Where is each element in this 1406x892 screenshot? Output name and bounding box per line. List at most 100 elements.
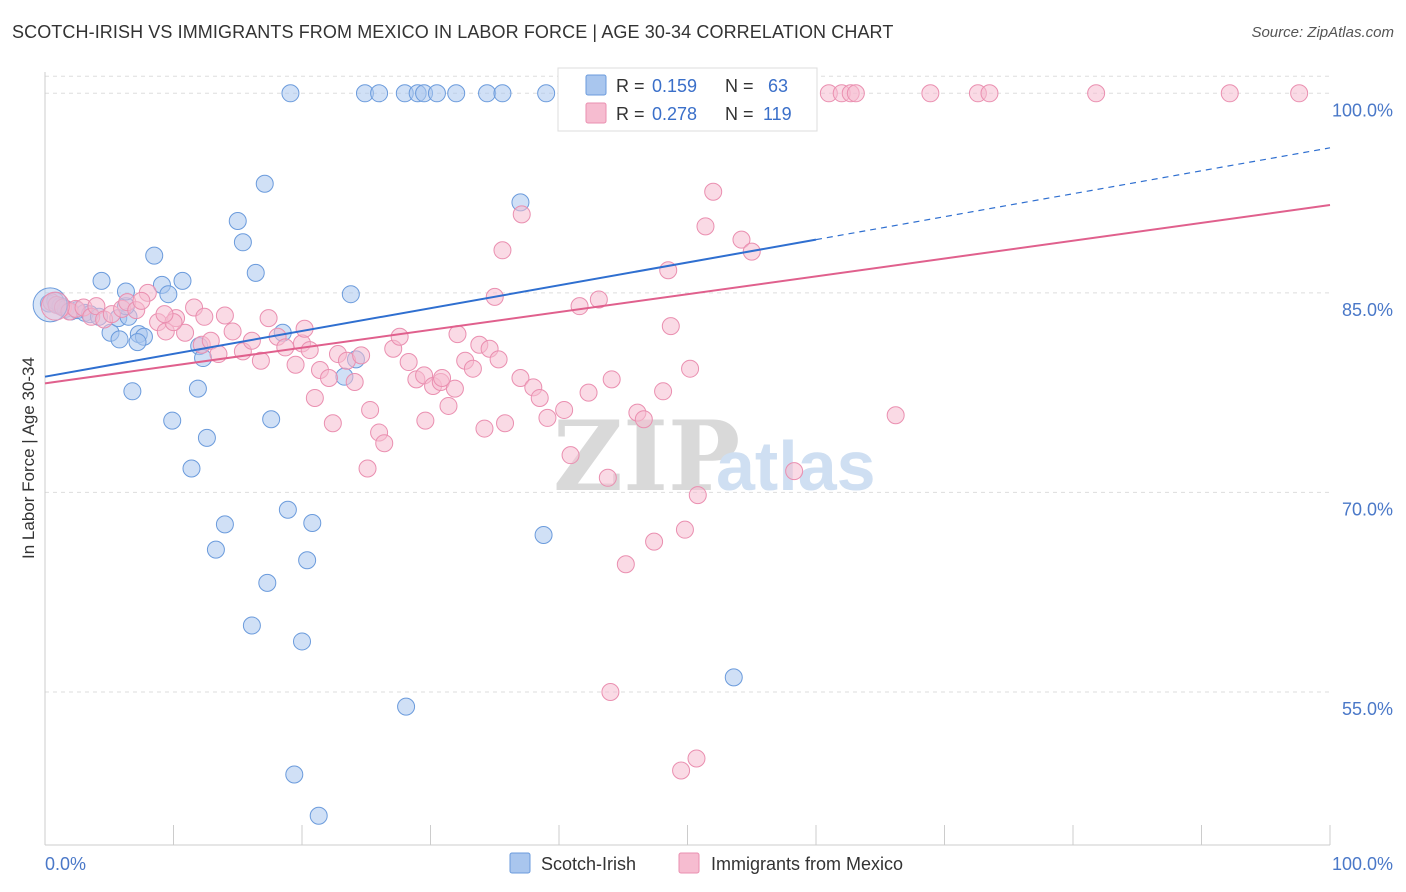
mexico-point (132, 291, 151, 310)
scotch-irish-point (233, 233, 252, 252)
mexico-point (704, 182, 723, 201)
scotch-irish-point (110, 330, 129, 349)
mexico-point (570, 297, 589, 316)
mexico-point (886, 406, 905, 425)
legend-n-label: N = (725, 104, 754, 124)
scotch-irish-point (163, 411, 182, 430)
scotch-irish-point (128, 333, 147, 352)
mexico-point (530, 388, 549, 407)
scotch-irish-point (258, 573, 277, 592)
mexico-point (598, 468, 617, 487)
mexico-point (358, 459, 377, 478)
mexico-point (696, 217, 715, 236)
scotch-irish-point (215, 515, 234, 534)
mexico-point (463, 359, 482, 378)
mexico-point (259, 309, 278, 328)
scotch-irish-point (278, 500, 297, 519)
scotch-irish-point (493, 84, 512, 103)
scotch-irish-point (246, 263, 265, 282)
y-tick-label: 100.0% (1332, 100, 1393, 120)
y-tick-label: 70.0% (1342, 499, 1393, 519)
mexico-point (319, 369, 338, 388)
mexico-point (300, 341, 319, 360)
legend-n-value: 63 (768, 76, 788, 96)
scotch-irish-point (182, 459, 201, 478)
scotch-irish-point (242, 616, 261, 635)
source-label: Source: ZipAtlas.com (1251, 24, 1394, 41)
scotch-irish-point (370, 84, 389, 103)
mexico-point (538, 408, 557, 427)
mexico-point (445, 379, 464, 398)
scotch-irish-point (537, 84, 556, 103)
mexico-point (654, 382, 673, 401)
scotch-irish-cluster-point (32, 287, 68, 323)
scotch-irish-point (123, 382, 142, 401)
mexico-point (433, 369, 452, 388)
scotch-irish-point (255, 174, 274, 193)
legend-bottom-swatch-scotch-irish (509, 852, 531, 874)
mexico-point (561, 446, 580, 465)
mexico-point (675, 520, 694, 539)
legend-bottom-swatch-mexico (678, 852, 700, 874)
mexico-point (215, 306, 234, 325)
scotch-irish-point (447, 84, 466, 103)
scotch-irish-point (173, 271, 192, 290)
mexico-point (785, 462, 804, 481)
axes (44, 72, 1331, 846)
mexico-point (579, 383, 598, 402)
mexico-cluster-point (40, 291, 70, 321)
legend-top-row-mexico: R = 0.278 N = 119 (585, 102, 792, 124)
mexico-point (511, 369, 530, 388)
trend-line-scotch-irish (44, 238, 817, 378)
mexico-point (489, 350, 508, 369)
mexico-point (305, 388, 324, 407)
mexico-point (399, 353, 418, 372)
y-tick-label: 85.0% (1342, 300, 1393, 320)
mexico-point (1087, 84, 1106, 103)
scotch-irish-point (145, 246, 164, 265)
scotch-irish-point (341, 285, 360, 304)
mexico-point (634, 410, 653, 429)
legend-swatch-mexico (585, 102, 607, 124)
mexico-point (439, 396, 458, 415)
scotch-irish-point (159, 285, 178, 304)
mexico-point (616, 555, 635, 574)
scotch-irish-point (298, 551, 317, 570)
legend-bottom: Scotch-Irish Immigrants from Mexico (509, 852, 903, 874)
scotch-irish-point (293, 632, 311, 651)
mexico-point (176, 323, 195, 342)
mexico-point (448, 325, 467, 344)
mexico-point (688, 486, 707, 505)
scotch-irish-point (262, 410, 281, 429)
scotch-irish-point (92, 271, 111, 290)
mexico-point (223, 322, 242, 341)
mexico-point (375, 434, 394, 453)
legend-r-value: 0.159 (652, 76, 697, 96)
mexico-point (645, 532, 664, 551)
data-points (32, 84, 1309, 825)
scotch-irish-point (478, 84, 497, 103)
mexico-point (286, 355, 305, 374)
mexico-point (601, 682, 620, 701)
tick-labels: 100.0% 85.0% 70.0% 55.0% 0.0% 100.0% (45, 100, 1393, 874)
legend-bottom-label-mexico: Immigrants from Mexico (711, 854, 903, 874)
mexico-point (352, 346, 371, 365)
mexico-point (589, 290, 608, 309)
mexico-point (201, 331, 220, 350)
trend-line-mexico (44, 204, 1331, 385)
legend-r-label: R = (616, 104, 645, 124)
mexico-point (475, 419, 494, 438)
mexico-point (602, 370, 621, 389)
legend-swatch-scotch-irish (585, 74, 607, 96)
legend-top-row-scotch-irish: R = 0.159 N = 63 (585, 74, 788, 96)
legend-top: R = 0.159 N = 63 R = 0.278 N = 119 (557, 67, 818, 132)
legend-r-label: R = (616, 76, 645, 96)
mexico-point (555, 400, 574, 419)
scotch-irish-point (724, 668, 743, 687)
x-tick-label-max: 100.0% (1332, 854, 1393, 874)
legend-n-value: 119 (763, 104, 792, 124)
mexico-point (155, 305, 174, 324)
y-tick-label: 55.0% (1342, 699, 1393, 719)
series-mexico (42, 84, 1309, 780)
